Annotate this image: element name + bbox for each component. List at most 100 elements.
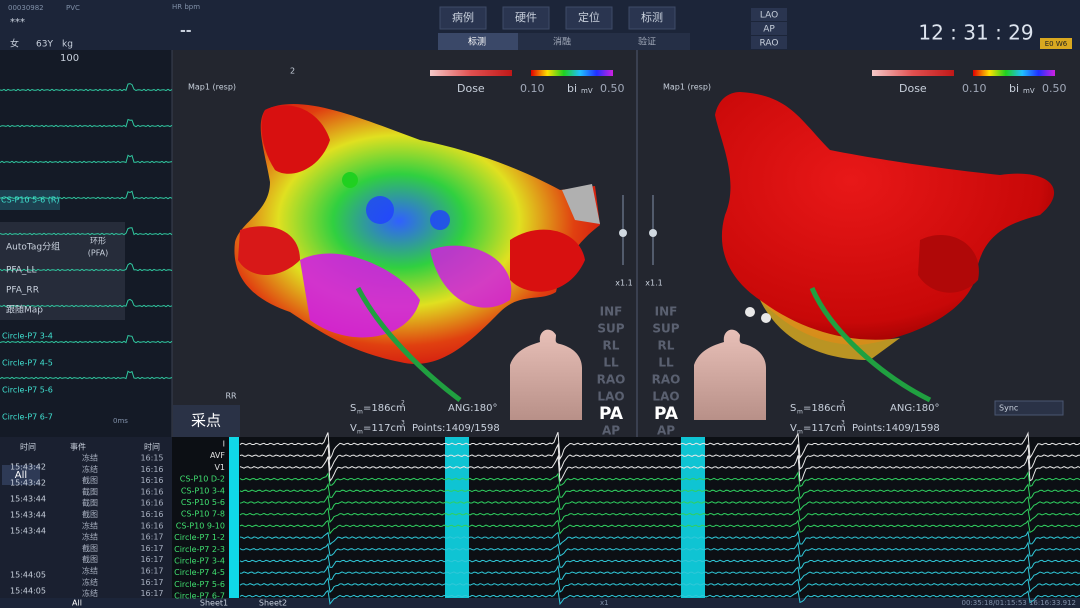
torso-icon [510,329,582,420]
event-time: 16:16 [140,487,163,496]
ecg-trace [239,529,1080,546]
dose-value[interactable]: 0.10 [520,82,545,95]
orientation-label[interactable]: LL [603,356,619,370]
subtab-active[interactable] [438,33,518,50]
orientation-label[interactable]: RL [603,339,620,353]
event-time: 16:17 [140,555,163,564]
subtab-label[interactable]: 标测 [468,36,486,48]
filter-button[interactable] [2,465,40,485]
weight-unit: kg [62,40,73,50]
orientation-label[interactable]: LL [658,356,674,370]
left-trace [0,262,173,272]
orientation-label[interactable]: INF [655,305,678,319]
orientation-label[interactable]: LAO [597,390,624,404]
tab-label[interactable]: 病例 [452,10,474,24]
sex: 女 [10,38,19,50]
map-name[interactable]: Map1 (resp) [663,83,711,92]
footer-filter[interactable]: All [72,599,82,608]
slider-knob[interactable] [649,229,657,237]
orientation-label[interactable]: RAO [597,373,626,387]
tab-label[interactable]: 硬件 [515,11,537,24]
ecg-trace [239,519,1080,535]
sync-label[interactable]: Sync [999,404,1018,413]
timestamp: 00:35:18/01:15:53 16:16:33.912 [962,599,1077,607]
left-trace [0,154,173,164]
zoom: x1.1 [645,279,662,288]
stat-sup: 2 [401,400,405,407]
version-badge [1040,38,1072,49]
capture-button[interactable] [173,405,240,437]
sheet-tab[interactable]: Sheet1 [200,599,228,608]
tab-button[interactable] [439,6,487,30]
event-name: 截图 [82,509,98,519]
left-trace [0,298,173,308]
ecg-channel-label: CS-P10 9-10 [176,521,225,530]
version: E0 W6 [1045,40,1068,48]
rr-label[interactable]: RR [225,392,237,401]
dose-label: Dose [899,82,927,95]
map-name[interactable]: Map1 (resp) [188,83,236,92]
event-time: 15:43:42 [10,479,46,488]
orientation-label[interactable]: PA [599,404,624,424]
orientation-label[interactable]: RAO [652,373,681,387]
orientation-label[interactable]: SUP [597,322,624,336]
stat-letter: V [790,423,797,434]
view-button[interactable] [751,8,787,21]
subtab-label[interactable]: 验证 [638,36,656,48]
sheet-tab[interactable]: Sheet2 [259,599,287,608]
view-label[interactable]: AP [763,25,775,35]
view-label[interactable]: LAO [760,11,778,21]
orientation-label[interactable]: SUP [652,322,679,336]
dose-value[interactable]: 0.10 [962,82,987,95]
orientation-label[interactable]: AP [602,424,620,438]
ecg-channel-label: CS-P10 5-6 [181,498,225,507]
autotag-title: AutoTag分组 [6,241,60,253]
ecg-trace [239,431,1080,461]
autotag-item[interactable]: PFA_LL [6,266,36,276]
tab-button[interactable] [565,6,613,30]
autotag-item[interactable]: 跟随Map [6,304,43,316]
ecg-channel-label: I [223,440,225,449]
sync-dropdown[interactable] [994,400,1064,416]
tab-label[interactable]: 标测 [641,10,663,24]
footer [0,598,1080,608]
orientation-label[interactable]: RL [658,339,675,353]
stat-sub: m [797,409,803,416]
autotag-item[interactable]: PFA_RR [6,286,39,296]
view-button[interactable] [751,22,787,35]
event-name: 截图 [82,498,98,508]
bi-value[interactable]: 0.50 [1042,82,1067,95]
ecg-channel-label: AVF [210,451,225,460]
dose-label: Dose [457,82,485,95]
view-label[interactable]: RAO [760,39,779,49]
subtab-label[interactable]: 消融 [553,36,571,48]
orientation-label[interactable]: LAO [652,390,679,404]
left-trace [0,370,173,380]
ecg-channel-label: Circle-P7 4-5 [174,568,225,577]
slider-knob[interactable] [619,229,627,237]
ecg-channel-label: CS-P10 3-4 [181,486,225,495]
channel-label: Circle-P7 4-5 [2,359,53,368]
orientation-label[interactable]: INF [600,305,623,319]
capture-label[interactable]: 采点 [191,412,221,430]
orientation-label[interactable]: AP [657,424,675,438]
angle: ANG:180° [448,403,498,414]
event-time: 16:16 [140,465,163,474]
tab-button[interactable] [628,6,676,30]
tab-label[interactable]: 定位 [578,10,600,24]
filter-label[interactable]: All [15,470,27,481]
event-header: 事件 [70,442,86,452]
event-name: 冻结 [82,464,98,474]
channel-label: Circle-P7 3-4 [2,332,53,341]
bi-value[interactable]: 0.50 [600,82,625,95]
pfa-burst [229,437,239,598]
view-button[interactable] [751,36,787,49]
stat-value: =117cm [363,423,406,434]
orientation-label[interactable]: PA [654,404,679,424]
stat-sup: 3 [841,420,845,427]
event-time: 15:43:44 [10,495,46,504]
autotag-group: (PFA) [88,249,108,258]
tab-button[interactable] [502,6,550,30]
bi-label: bi [1009,82,1019,95]
map-right [715,92,1055,403]
